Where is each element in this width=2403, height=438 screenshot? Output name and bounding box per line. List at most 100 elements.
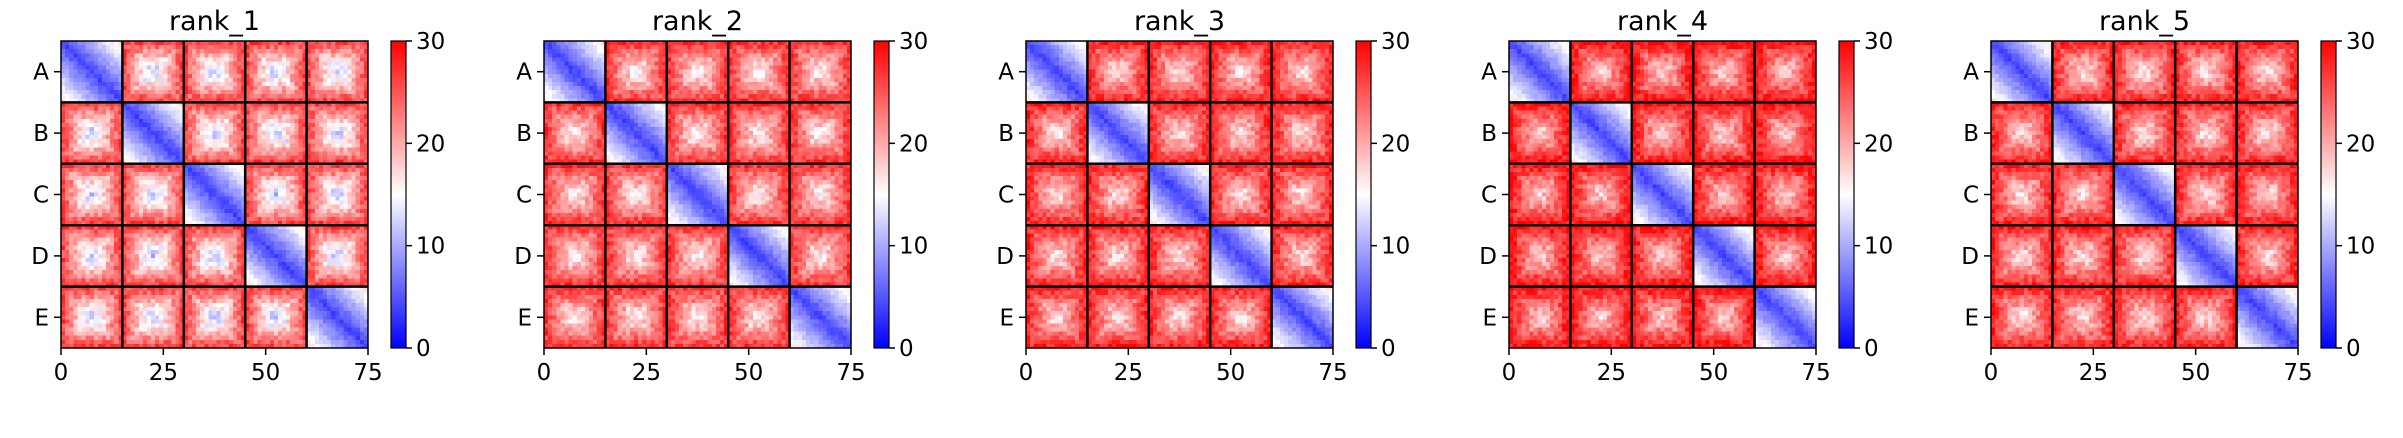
heatmap-cell [257, 258, 261, 262]
heatmap-cell [81, 143, 85, 147]
heatmap-cell [270, 143, 274, 147]
heatmap-cell [217, 106, 221, 110]
heatmap-cell [106, 184, 110, 188]
heatmap-cell [77, 192, 81, 196]
heatmap-cell [356, 184, 360, 188]
heatmap-cell [69, 205, 73, 209]
heatmap-cell [69, 233, 73, 237]
heatmap-cell [257, 291, 261, 295]
heatmap-cell [131, 139, 135, 143]
heatmap-cell [294, 143, 298, 147]
heatmap-cell [360, 242, 364, 246]
heatmap-cell [110, 94, 114, 98]
heatmap-cell [327, 237, 331, 241]
heatmap-cell [294, 127, 298, 131]
heatmap-cell [249, 168, 253, 172]
heatmap-cell [237, 57, 241, 61]
heatmap-cell [188, 168, 192, 172]
heatmap-cell [233, 295, 237, 299]
heatmap-cell [200, 205, 204, 209]
heatmap-cell [139, 152, 143, 156]
heatmap-cell [229, 201, 233, 205]
heatmap-cell [298, 152, 302, 156]
heatmap-cell [200, 139, 204, 143]
heatmap-cell [257, 197, 261, 201]
heatmap-cell [290, 127, 294, 131]
heatmap-cell [278, 70, 282, 74]
heatmap-cell [81, 119, 85, 123]
heatmap-cell [110, 115, 114, 119]
heatmap-cell [327, 180, 331, 184]
heatmap-cell [196, 106, 200, 110]
heatmap-cell [335, 188, 339, 192]
heatmap-cell [212, 111, 216, 115]
heatmap-cell [286, 70, 290, 74]
heatmap-cell [126, 139, 130, 143]
heatmap-cell [110, 172, 114, 176]
heatmap-cell [94, 242, 98, 246]
heatmap-cell [266, 295, 270, 299]
heatmap-cell [90, 299, 94, 303]
heatmap-cell [290, 209, 294, 213]
heatmap-cell [131, 180, 135, 184]
heatmap-cell [94, 262, 98, 266]
heatmap-cell [151, 78, 155, 82]
heatmap-cell [147, 258, 151, 262]
heatmap-cell [262, 70, 266, 74]
heatmap-cell [94, 115, 98, 119]
heatmap-cell [98, 45, 102, 49]
heatmap-cell [98, 147, 102, 151]
heatmap-cell [106, 295, 110, 299]
heatmap-cell [192, 127, 196, 131]
heatmap-cell [204, 90, 208, 94]
heatmap-cell [81, 266, 85, 270]
heatmap-cell [352, 74, 356, 78]
heatmap-cell [348, 57, 352, 61]
heatmap-cell [143, 295, 147, 299]
heatmap-cell [282, 205, 286, 209]
heatmap-cell [94, 201, 98, 205]
heatmap-cell [188, 176, 192, 180]
heatmap-cell [298, 127, 302, 131]
heatmap-cell [286, 131, 290, 135]
heatmap-cell [98, 197, 102, 201]
heatmap-cell [319, 205, 323, 209]
heatmap-cell [233, 66, 237, 70]
heatmap-cell [352, 86, 356, 90]
heatmap-cell [208, 127, 212, 131]
heatmap-cell [360, 233, 364, 237]
heatmap-cell [262, 86, 266, 90]
heatmap-cell [335, 176, 339, 180]
heatmap-cell [81, 49, 85, 53]
heatmap-cell [102, 213, 106, 217]
heatmap-cell [73, 274, 77, 278]
heatmap-cell [147, 291, 151, 295]
heatmap-cell [151, 156, 155, 160]
heatmap-cell [335, 168, 339, 172]
heatmap-cell [188, 242, 192, 246]
heatmap-cell [360, 213, 364, 217]
heatmap-cell [155, 135, 159, 139]
heatmap-cell [69, 213, 73, 217]
heatmap-cell [282, 278, 286, 282]
heatmap-cell [343, 291, 347, 295]
heatmap-cell [257, 90, 261, 94]
heatmap-cell [323, 66, 327, 70]
heatmap-cell [143, 82, 147, 86]
heatmap-cell [110, 295, 114, 299]
heatmap-cell [94, 205, 98, 209]
heatmap-cell [274, 127, 278, 131]
heatmap-cell [253, 115, 257, 119]
heatmap-cell [253, 184, 257, 188]
heatmap-cell [335, 270, 339, 274]
heatmap-cell [360, 209, 364, 213]
heatmap-cell [315, 274, 319, 278]
heatmap-cell [73, 111, 77, 115]
heatmap-cell [65, 127, 69, 131]
heatmap-cell [110, 237, 114, 241]
heatmap-cell [77, 119, 81, 123]
heatmap-cell [163, 127, 167, 131]
heatmap-cell [151, 278, 155, 282]
heatmap-cell [282, 53, 286, 57]
heatmap-cell [135, 242, 139, 246]
